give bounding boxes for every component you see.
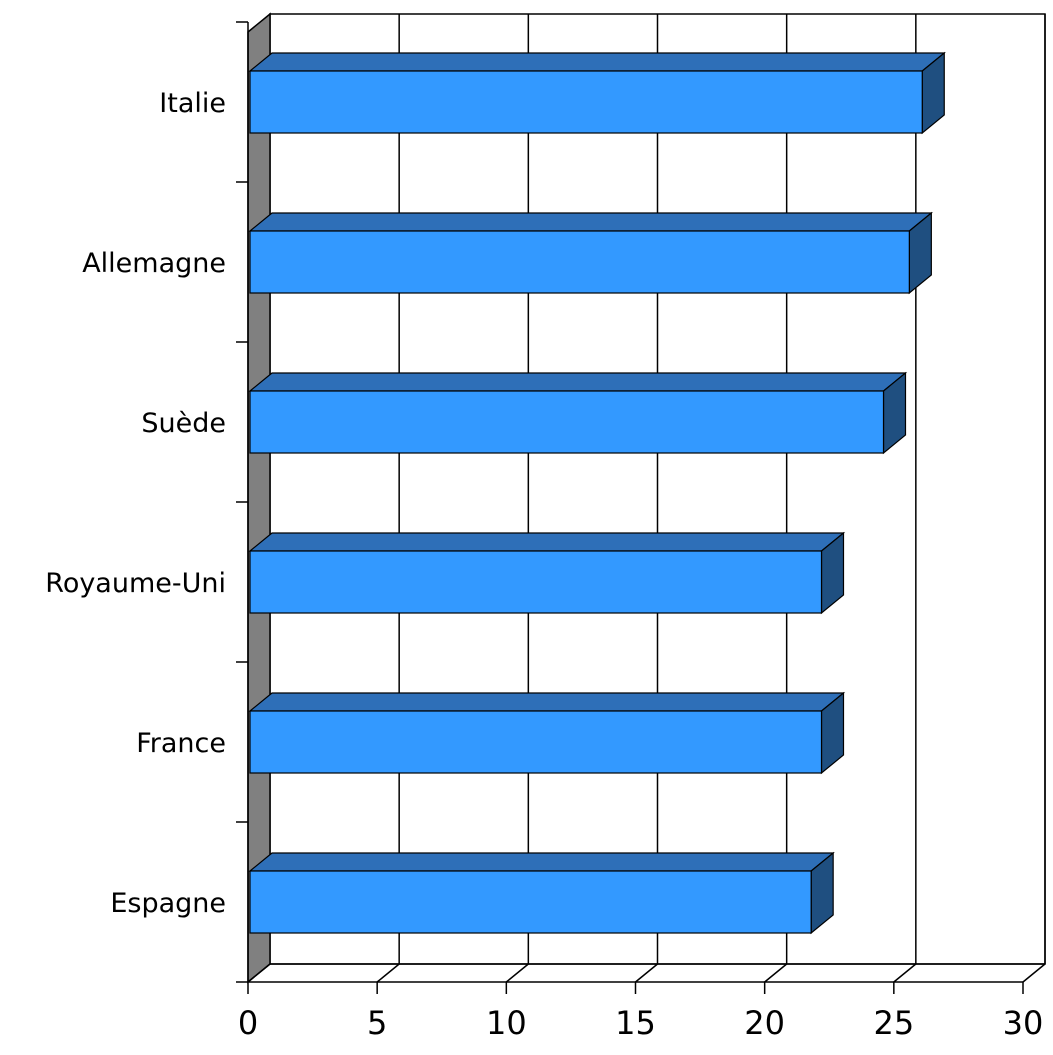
x-tick-label: 15: [615, 1004, 656, 1042]
plot-back-wall: [247, 12, 1046, 984]
floor-depth-line: [505, 963, 529, 983]
bar: [248, 51, 946, 135]
bar-front-face: [249, 550, 823, 614]
bar: [248, 371, 908, 455]
floor-depth-line: [635, 963, 658, 983]
floor-depth-line: [893, 963, 917, 983]
bars: [248, 51, 946, 935]
bar-top-face: [248, 852, 835, 872]
bar: [248, 531, 846, 615]
y-category-label: Royaume-Uni: [45, 568, 226, 599]
bar-front-face: [249, 70, 923, 134]
bar: [248, 851, 835, 935]
x-tick-label: 5: [367, 1004, 387, 1042]
x-tick-label: 20: [744, 1004, 785, 1042]
bar-top-face: [248, 212, 934, 232]
gridlines: [247, 14, 1046, 983]
floor-depth-line: [764, 963, 788, 983]
bar-top-face: [248, 692, 846, 712]
x-tick-label: 0: [238, 1004, 258, 1042]
bar-front-face: [249, 390, 885, 454]
y-axis-category-labels: Italie Allemagne Suède Royaume-Uni France Esp…: [45, 88, 226, 919]
y-category-label: France: [136, 728, 226, 759]
bar: [248, 211, 934, 295]
left-side-wall: [247, 12, 271, 984]
axes: [236, 21, 1045, 994]
y-category-label: Italie: [159, 88, 226, 119]
y-category-label: Suède: [141, 408, 226, 439]
x-tick-label: 10: [486, 1004, 527, 1042]
bar-front-face: [249, 870, 812, 934]
bar: [248, 691, 846, 775]
x-tick-label: 30: [1003, 1004, 1044, 1042]
x-axis-tick-labels: 0 5 10 15 20 25 30: [238, 1004, 1044, 1042]
y-category-label: Espagne: [110, 888, 226, 919]
x-tick-label: 25: [873, 1004, 914, 1042]
y-category-label: Allemagne: [82, 248, 226, 279]
bar-top-face: [248, 532, 846, 552]
bar-top-face: [248, 52, 946, 72]
floor-depth-line: [376, 963, 400, 983]
bar-front-face: [249, 710, 823, 774]
floor-depth-line: [247, 963, 271, 983]
floor-depth-line: [1022, 963, 1046, 983]
bar-top-face: [248, 372, 908, 392]
bar-front-face: [249, 230, 910, 294]
